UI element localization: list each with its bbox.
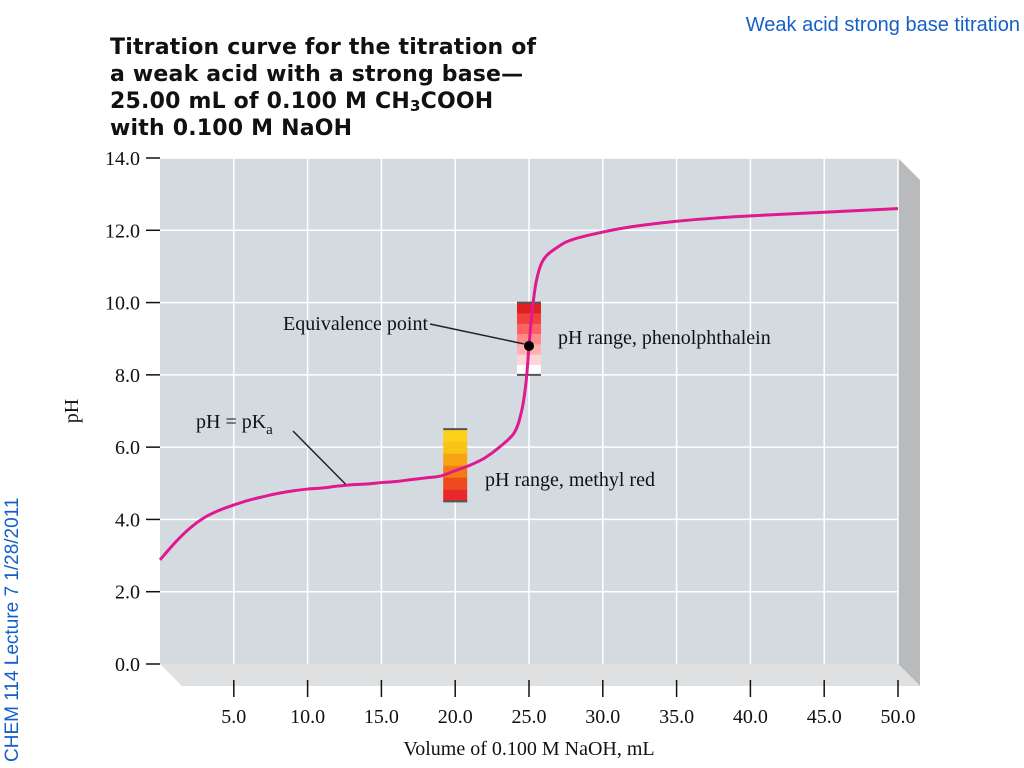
phenolphthalein-label: pH range, phenolphthalein	[558, 327, 771, 349]
annotations: pH range, phenolphthalein pH range, methy…	[196, 313, 771, 491]
title-line-2: a weak acid with a strong base—	[110, 62, 524, 87]
plot-bottom-panel	[160, 664, 920, 686]
chart-title: Titration curve for the titration of a w…	[110, 34, 536, 142]
indicator-color-band	[517, 364, 541, 376]
x-tick-label: 45.0	[807, 706, 842, 728]
y-tick-label: 12.0	[105, 220, 140, 242]
x-tick-label: 30.0	[585, 706, 620, 728]
indicator-color-band	[443, 453, 468, 466]
equivalence-point-marker	[524, 340, 534, 351]
x-tick-label: 10.0	[290, 706, 325, 728]
indicator-color-band	[517, 312, 541, 324]
y-tick-label: 6.0	[115, 437, 140, 459]
x-tick-label: 50.0	[881, 706, 916, 728]
x-axis-label: Volume of 0.100 M NaOH, mL	[403, 738, 654, 760]
x-tick-label: 15.0	[364, 706, 399, 728]
y-tick-label: 0.0	[115, 654, 140, 676]
y-axis-label: pH	[61, 399, 83, 423]
y-tick-label: 14.0	[105, 148, 140, 170]
title-line-1: Titration curve for the titration of	[110, 35, 537, 60]
x-tick-label: 40.0	[733, 706, 768, 728]
titration-curve-series	[158, 207, 899, 561]
y-tick-label: 10.0	[105, 293, 140, 315]
indicator-color-band	[517, 302, 541, 314]
x-tick-label: 35.0	[659, 706, 694, 728]
x-tick-label: 20.0	[438, 706, 473, 728]
equivalence-point-leader	[429, 323, 525, 345]
title-line-3: 25.00 mL of 0.100 M CH3COOH	[110, 88, 536, 115]
indicator-color-band	[443, 429, 468, 442]
title-subscript: 3	[409, 97, 421, 115]
title-line-3-part-a: 25.00 mL of 0.100 M CH	[110, 89, 410, 114]
methyl-red-label: pH range, methyl red	[485, 469, 655, 491]
pka-label-main: pH = pK	[196, 411, 267, 433]
x-tick-label: 5.0	[221, 706, 246, 728]
y-tick-label: 2.0	[115, 582, 140, 604]
equivalence-point-label: Equivalence point	[283, 313, 428, 335]
pka-leader	[292, 430, 347, 485]
plot-side-panel	[898, 158, 920, 686]
title-line-3-part-b: COOH	[420, 89, 494, 114]
indicator-color-band	[443, 441, 468, 454]
x-tick-label: 25.0	[512, 706, 547, 728]
methyl-red-range-bar	[443, 428, 468, 503]
pka-label: pH = pKa	[196, 411, 273, 438]
slide-header: Weak acid strong base titration	[745, 14, 1020, 36]
title-line-4: with 0.100 M NaOH	[110, 116, 353, 141]
axes: 0.0 2.0 4.0 6.0 8.0 10.0 12.0 14.0 5.0 10.0 15.0 20…	[105, 148, 916, 728]
indicator-color-band	[443, 489, 468, 502]
y-tick-label: 8.0	[115, 365, 140, 387]
y-tick-label: 4.0	[115, 509, 140, 531]
pka-label-subscript: a	[266, 422, 273, 438]
indicator-color-band	[443, 477, 468, 490]
